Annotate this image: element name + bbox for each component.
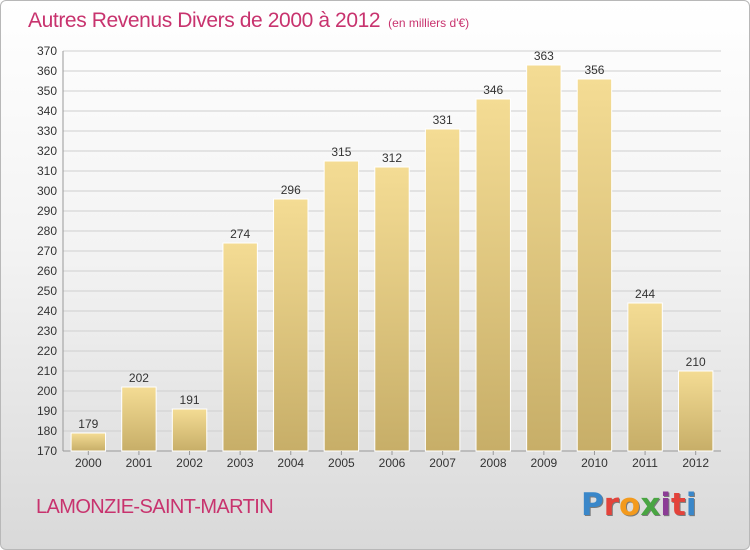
x-tick-label: 2009 [530,456,557,470]
data-label: 331 [433,113,453,127]
y-tick-label: 190 [37,404,57,418]
data-label: 315 [331,145,351,159]
bar [475,98,511,452]
y-tick-label: 330 [37,124,57,138]
bar [576,78,613,452]
x-tick-label: 2000 [75,456,102,470]
bar [70,432,107,452]
data-label: 346 [483,83,503,97]
y-tick-label: 370 [37,44,57,58]
x-tick-label: 2001 [126,456,153,470]
x-tick-label: 2005 [328,456,355,470]
y-tick-label: 220 [37,344,57,358]
y-tick-label: 170 [37,444,57,458]
bar [677,370,714,452]
y-tick-label: 350 [37,84,57,98]
y-tick-label: 180 [37,424,57,438]
y-tick-label: 280 [37,224,57,238]
y-tick-label: 310 [37,164,57,178]
data-label: 191 [180,393,200,407]
y-tick-label: 230 [37,324,57,338]
data-label: 363 [534,49,554,63]
data-label: 179 [78,417,98,431]
x-tick-label: 2002 [176,456,203,470]
y-tick-label: 210 [37,364,57,378]
x-tick-label: 2010 [581,456,608,470]
data-label: 274 [230,227,250,241]
x-tick-label: 2006 [379,456,406,470]
bar [526,64,562,452]
y-tick-label: 320 [37,144,57,158]
y-tick-label: 200 [37,384,57,398]
bar [627,302,663,452]
data-label: 312 [382,151,402,165]
bar [222,242,258,452]
y-tick-label: 360 [37,64,57,78]
data-label: 296 [281,183,301,197]
x-tick-label: 2008 [480,456,507,470]
bar [424,128,461,452]
y-tick-label: 270 [37,244,57,258]
y-tick-label: 250 [37,284,57,298]
y-tick-label: 300 [37,184,57,198]
x-tick-label: 2003 [227,456,254,470]
y-tick-label: 290 [37,204,57,218]
chart-unit-label: (en milliers d'€) [388,16,470,30]
bar [171,408,208,452]
bar [323,160,360,452]
bar [273,198,309,452]
data-label: 210 [686,355,706,369]
data-label: 356 [584,63,604,77]
x-tick-label: 2011 [632,456,658,470]
bar [121,386,157,452]
data-label: 244 [635,287,655,301]
chart-title-text: Autres Revenus Divers de 2000 à 2012 [28,9,381,32]
x-tick-label: 2007 [429,456,456,470]
proxiti-logo: Proxiti [581,487,697,523]
data-label: 202 [129,371,149,385]
y-tick-label: 340 [37,104,57,118]
chart-title: Autres Revenus Divers de 2000 à 2012 (en … [28,9,469,33]
x-tick-label: 2012 [682,456,709,470]
x-tick-label: 2004 [277,456,304,470]
commune-name: LAMONZIE-SAINT-MARTIN [36,496,274,518]
y-tick-label: 260 [37,264,57,278]
bar [374,166,410,452]
y-tick-label: 240 [37,304,57,318]
